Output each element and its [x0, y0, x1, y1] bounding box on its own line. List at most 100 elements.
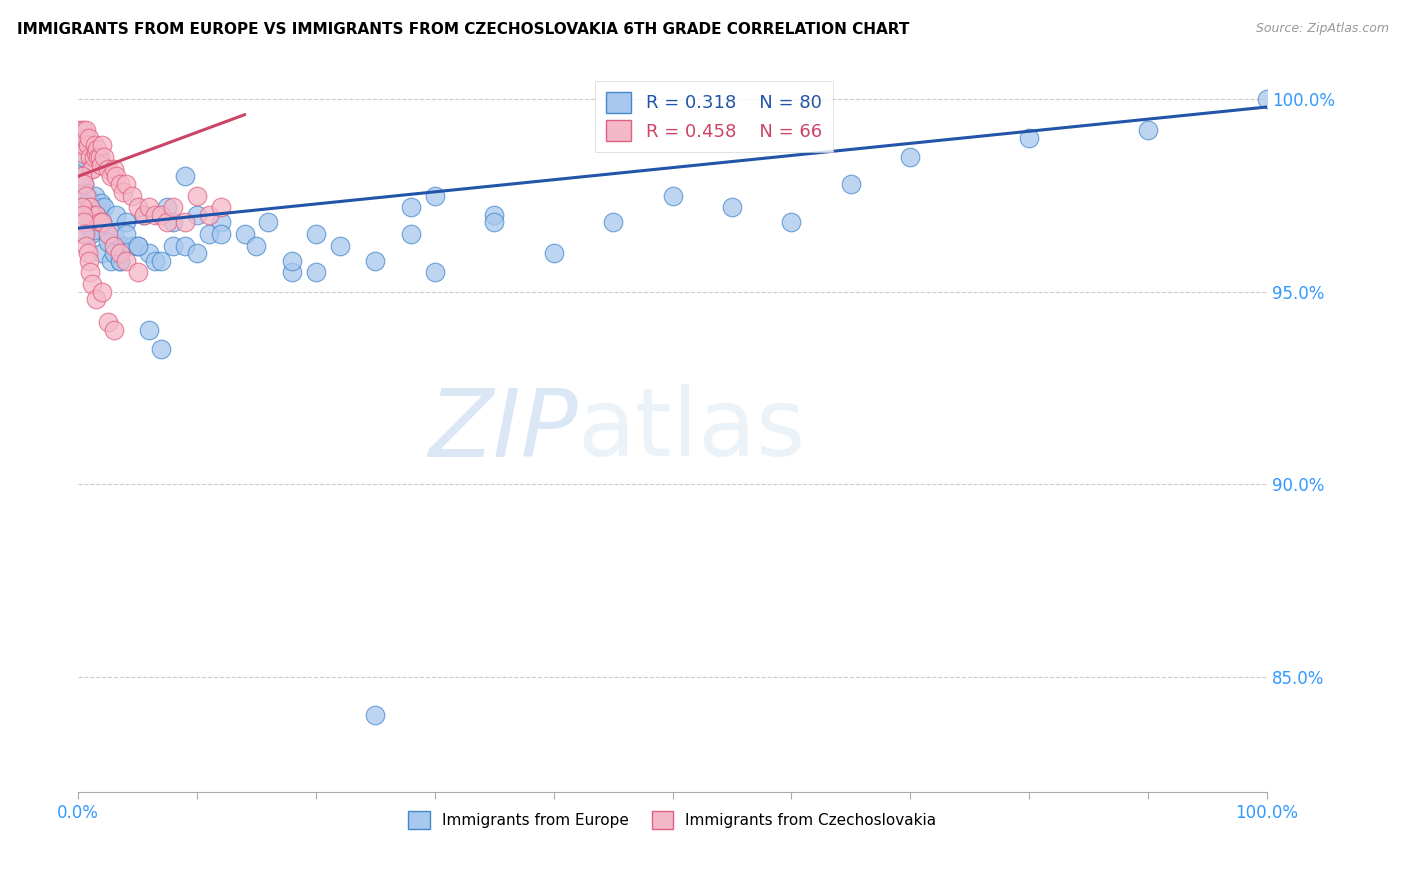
- Point: [73, 227, 96, 241]
- Point: [145, 208, 167, 222]
- Point: [90, 196, 112, 211]
- Point: [721, 200, 744, 214]
- Point: [79, 200, 101, 214]
- Point: [186, 208, 208, 222]
- Point: [257, 215, 280, 229]
- Point: [174, 238, 197, 252]
- Point: [82, 161, 104, 176]
- Point: [482, 215, 505, 229]
- Text: Source: ZipAtlas.com: Source: ZipAtlas.com: [1256, 22, 1389, 36]
- Point: [83, 138, 105, 153]
- Point: [93, 150, 115, 164]
- Point: [77, 254, 100, 268]
- Point: [108, 254, 131, 268]
- Point: [114, 215, 136, 229]
- Point: [602, 215, 624, 229]
- Point: [73, 138, 96, 153]
- Point: [86, 203, 108, 218]
- Point: [108, 246, 131, 260]
- Point: [90, 158, 112, 172]
- Text: atlas: atlas: [578, 384, 806, 476]
- Point: [127, 265, 149, 279]
- Point: [75, 227, 97, 241]
- Point: [73, 215, 96, 229]
- Point: [209, 227, 232, 241]
- Point: [114, 227, 136, 241]
- Point: [80, 161, 103, 176]
- Point: [305, 227, 328, 241]
- Point: [69, 161, 91, 176]
- Point: [70, 200, 93, 214]
- Point: [77, 130, 100, 145]
- Point: [121, 238, 143, 252]
- Point: [138, 246, 160, 260]
- Point: [87, 150, 110, 164]
- Point: [77, 192, 100, 206]
- Point: [305, 265, 328, 279]
- Point: [75, 123, 97, 137]
- Point: [84, 146, 107, 161]
- Point: [423, 188, 446, 202]
- Point: [72, 208, 94, 222]
- Point: [83, 188, 105, 202]
- Point: [364, 708, 387, 723]
- Point: [69, 138, 91, 153]
- Point: [97, 227, 120, 241]
- Point: [162, 215, 184, 229]
- Point: [127, 238, 149, 252]
- Point: [150, 208, 173, 222]
- Point: [114, 177, 136, 191]
- Point: [75, 200, 97, 214]
- Point: [132, 208, 155, 222]
- Point: [73, 177, 96, 191]
- Point: [186, 246, 208, 260]
- Point: [423, 265, 446, 279]
- Point: [75, 188, 97, 202]
- Point: [90, 285, 112, 299]
- Point: [281, 265, 304, 279]
- Point: [83, 223, 105, 237]
- Point: [121, 188, 143, 202]
- Point: [329, 238, 352, 252]
- Point: [84, 293, 107, 307]
- Point: [90, 138, 112, 153]
- Point: [75, 185, 97, 199]
- Point: [114, 254, 136, 268]
- Point: [105, 208, 128, 222]
- Point: [97, 235, 120, 249]
- Point: [103, 323, 125, 337]
- Point: [76, 246, 98, 260]
- Point: [103, 246, 125, 260]
- Point: [364, 254, 387, 268]
- Point: [145, 254, 167, 268]
- Point: [103, 161, 125, 176]
- Point: [70, 169, 93, 184]
- Point: [82, 277, 104, 291]
- Point: [86, 142, 108, 156]
- Point: [89, 150, 111, 164]
- Point: [73, 177, 96, 191]
- Point: [1018, 130, 1040, 145]
- Point: [97, 227, 120, 241]
- Point: [162, 238, 184, 252]
- Point: [150, 343, 173, 357]
- Point: [162, 200, 184, 214]
- Point: [138, 200, 160, 214]
- Point: [79, 265, 101, 279]
- Point: [75, 130, 97, 145]
- Legend: Immigrants from Europe, Immigrants from Czechoslovakia: Immigrants from Europe, Immigrants from …: [402, 805, 942, 835]
- Point: [84, 208, 107, 222]
- Point: [780, 215, 803, 229]
- Point: [543, 246, 565, 260]
- Point: [90, 215, 112, 229]
- Point: [105, 169, 128, 184]
- Point: [90, 246, 112, 260]
- Point: [84, 208, 107, 222]
- Point: [83, 150, 105, 164]
- Point: [103, 227, 125, 241]
- Point: [233, 227, 256, 241]
- Point: [79, 150, 101, 164]
- Point: [1137, 123, 1160, 137]
- Point: [174, 169, 197, 184]
- Text: ZIP: ZIP: [427, 384, 578, 475]
